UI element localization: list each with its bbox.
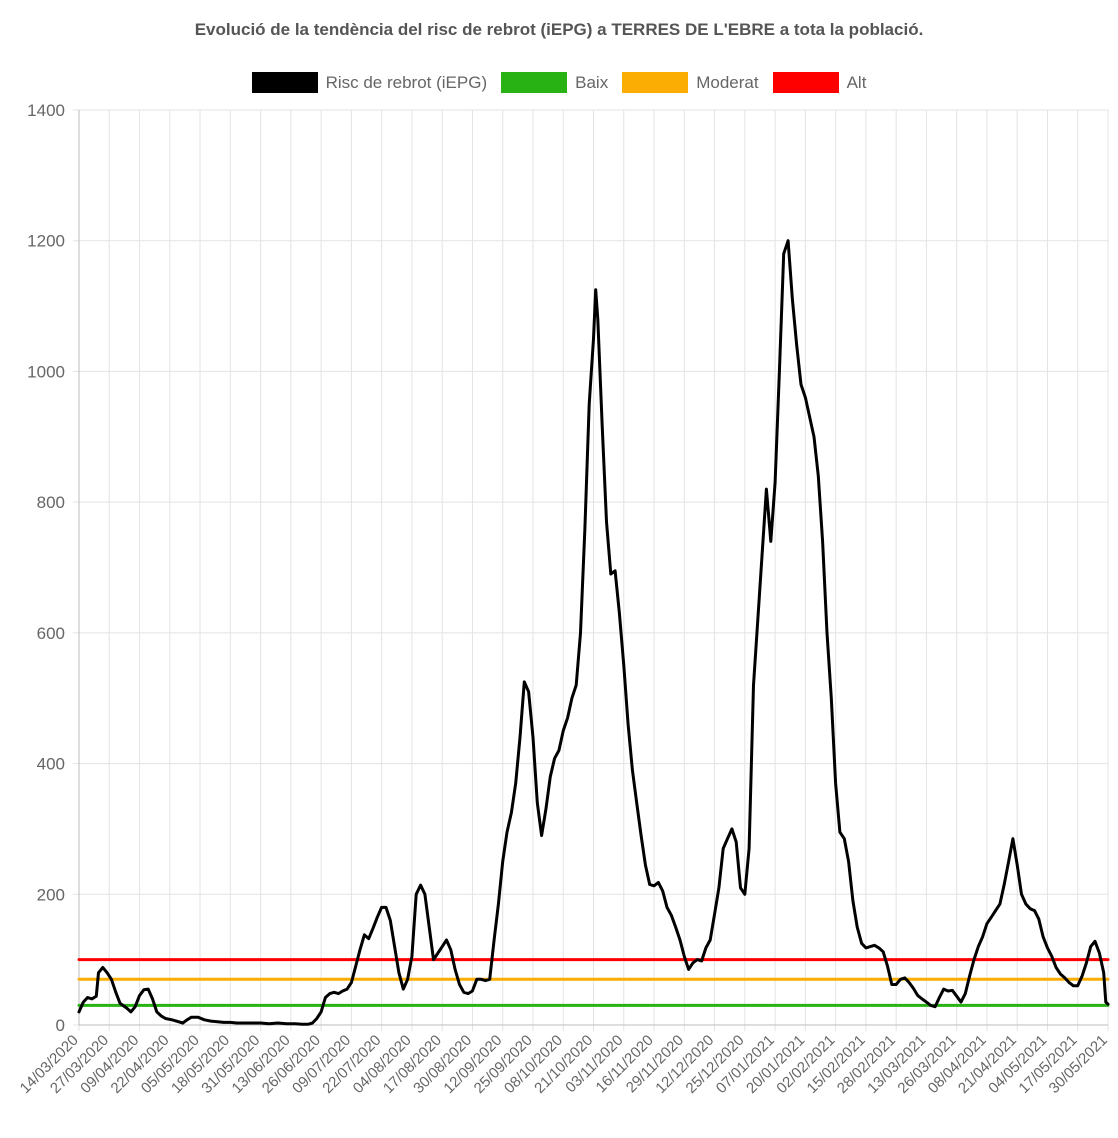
legend-item[interactable]: Moderat	[622, 72, 759, 93]
y-tick-label: 1000	[27, 362, 65, 381]
legend-item[interactable]: Risc de rebrot (iEPG)	[251, 72, 488, 93]
legend-label: Moderat	[696, 72, 759, 92]
y-tick-label: 0	[56, 1016, 65, 1035]
legend-swatch	[501, 72, 568, 93]
y-tick-label: 600	[37, 624, 65, 643]
legend-label: Risc de rebrot (iEPG)	[325, 72, 488, 92]
legend-item[interactable]: Alt	[772, 72, 867, 93]
y-tick-label: 1200	[27, 232, 65, 251]
legend-item[interactable]: Baix	[501, 72, 608, 93]
legend-swatch	[251, 72, 318, 93]
legend: Risc de rebrot (iEPG) Baix Moderat Alt	[0, 72, 1118, 93]
legend-label: Alt	[846, 72, 867, 92]
series-line-risc-de-rebrot-iepg	[77, 239, 1110, 1026]
legend-swatch	[622, 72, 689, 93]
y-tick-label: 400	[37, 755, 65, 774]
y-tick-label: 1400	[27, 101, 65, 120]
legend-swatch	[772, 72, 839, 93]
legend-label: Baix	[575, 72, 609, 92]
chart-title: Evolució de la tendència del risc de reb…	[194, 20, 924, 39]
y-tick-label: 200	[37, 885, 65, 904]
y-tick-label: 800	[37, 493, 65, 512]
